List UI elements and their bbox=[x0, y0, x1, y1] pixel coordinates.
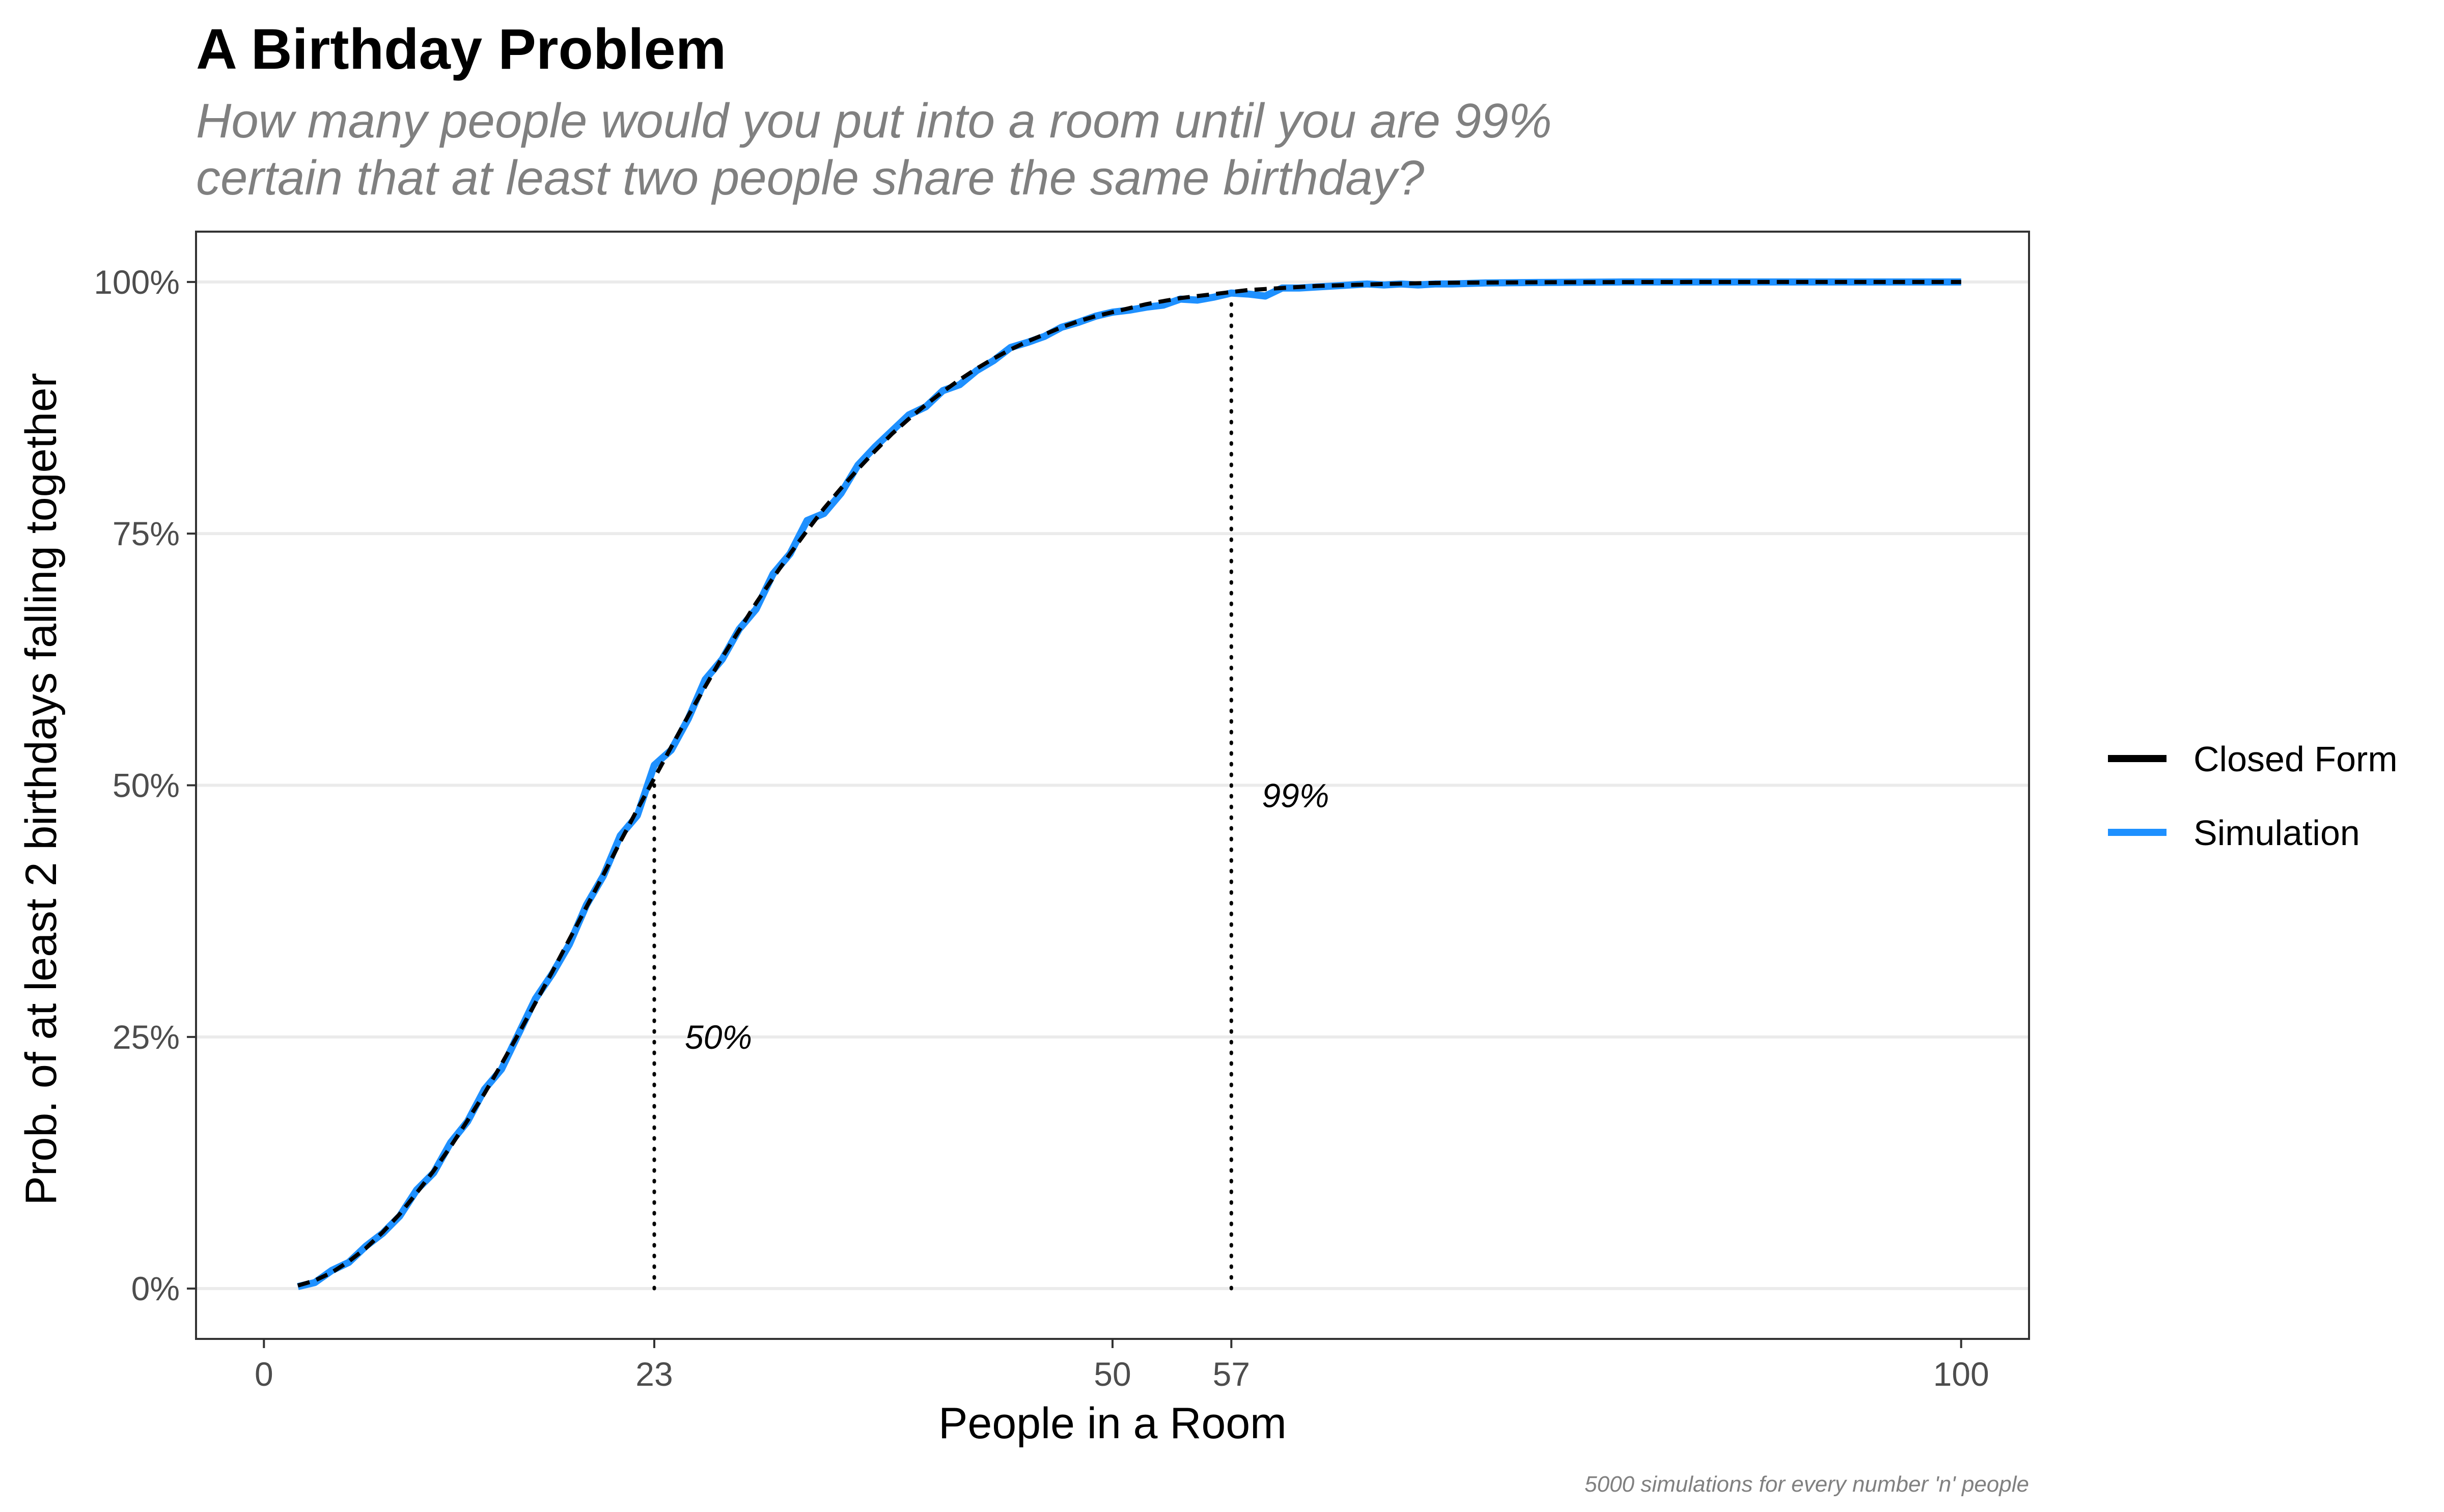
legend: Closed Form Simulation bbox=[2108, 739, 2398, 853]
chart-caption: 5000 simulations for every number 'n' pe… bbox=[1585, 1472, 2029, 1497]
legend-label-simulation: Simulation bbox=[2193, 813, 2360, 853]
y-tick-label: 25% bbox=[113, 1018, 180, 1056]
y-tick-label: 50% bbox=[113, 767, 180, 804]
y-tick-label: 100% bbox=[94, 263, 180, 301]
x-axis-label: People in a Room bbox=[938, 1399, 1287, 1448]
annotation-label: 50% bbox=[685, 1018, 752, 1056]
gridlines bbox=[196, 280, 2029, 1291]
x-tick-label: 23 bbox=[635, 1355, 673, 1393]
data-series bbox=[297, 278, 1961, 1291]
y-tick-label: 0% bbox=[131, 1270, 180, 1307]
x-tick-label: 0 bbox=[255, 1355, 273, 1393]
y-axis-ticks: 0% 25% 50% 75% 100% bbox=[94, 263, 196, 1307]
x-tick-label: 57 bbox=[1213, 1355, 1250, 1393]
y-tick-label: 75% bbox=[113, 515, 180, 552]
y-axis-label: Prob. of at least 2 birthdays falling to… bbox=[17, 373, 66, 1206]
x-tick-label: 50 bbox=[1094, 1355, 1131, 1393]
chart-subtitle-line-2: certain that at least two people share t… bbox=[196, 151, 1425, 205]
chart-subtitle-line-1: How many people would you put into a roo… bbox=[196, 94, 1552, 148]
annotation-lines: 50% 99% bbox=[652, 290, 1329, 1291]
x-axis-ticks: 0 23 50 57 100 bbox=[255, 1339, 1989, 1393]
series-line-closed-form bbox=[297, 279, 1961, 1288]
x-tick-label: 100 bbox=[1933, 1355, 1989, 1393]
chart-title: A Birthday Problem bbox=[196, 17, 726, 81]
legend-label-closed-form: Closed Form bbox=[2193, 739, 2398, 779]
annotation-label: 99% bbox=[1262, 776, 1329, 814]
